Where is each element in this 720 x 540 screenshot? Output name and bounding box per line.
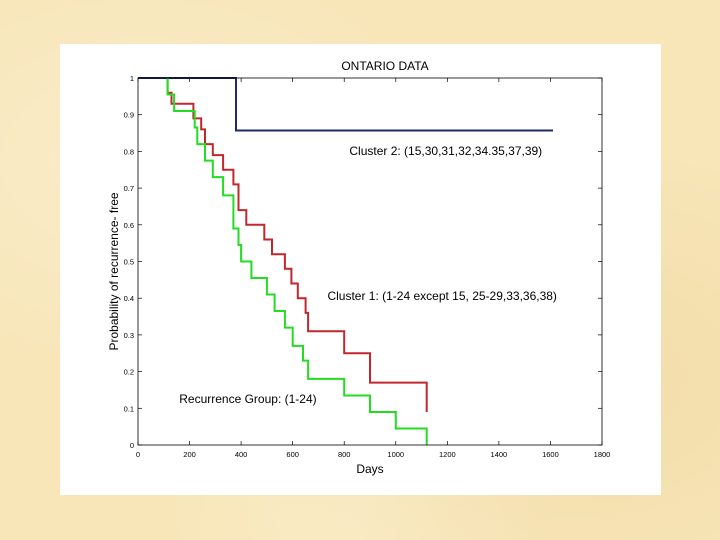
x-tick-label: 1600 <box>542 450 559 459</box>
y-tick-label: 0 <box>130 441 134 450</box>
x-tick-label: 1800 <box>594 450 611 459</box>
y-tick-label: 0.9 <box>124 111 134 120</box>
y-tick-label: 0.1 <box>124 404 134 413</box>
survival-chart: 0 200 400 600 800 1000 1200 1400 1600 1800 0 0.1 0.2… <box>107 59 611 476</box>
y-tick-label: 0.4 <box>124 294 134 303</box>
x-tick-label: 200 <box>183 450 196 459</box>
x-tick-label: 1200 <box>439 450 456 459</box>
x-tick-label: 1400 <box>491 450 508 459</box>
y-tick-label: 0.5 <box>124 258 134 267</box>
y-tick-label: 0.7 <box>124 184 134 193</box>
x-axis-title: Days <box>356 462 383 476</box>
y-tick-label: 0.6 <box>124 221 134 230</box>
chart-figure: 0 200 400 600 800 1000 1200 1400 1600 1800 0 0.1 0.2… <box>60 44 661 495</box>
x-tick-label: 1000 <box>387 450 404 459</box>
chart-title: ONTARIO DATA <box>341 59 428 73</box>
y-axis-title: Probability of recurrence- free <box>107 192 121 350</box>
x-tick-label: 800 <box>338 450 351 459</box>
x-tick-label: 0 <box>136 450 140 459</box>
plot-area-frame <box>137 77 603 446</box>
series-line-recurrence-group <box>166 78 428 445</box>
y-tick-label: 0.8 <box>124 147 134 156</box>
x-tick-label: 400 <box>235 450 248 459</box>
series-annotation: Cluster 1: (1-24 except 15, 25-29,33,36,… <box>327 289 556 303</box>
y-tick-label: 1 <box>130 74 134 83</box>
y-tick-label: 0.2 <box>124 368 134 377</box>
series-annotation: Recurrence Group: (1-24) <box>179 392 316 406</box>
x-tick-label: 600 <box>286 450 299 459</box>
series-line-cluster-1 <box>166 78 428 412</box>
series-annotation: Cluster 2: (15,30,31,32,34.35,37,39) <box>349 144 542 158</box>
y-tick-label: 0.3 <box>124 331 134 340</box>
